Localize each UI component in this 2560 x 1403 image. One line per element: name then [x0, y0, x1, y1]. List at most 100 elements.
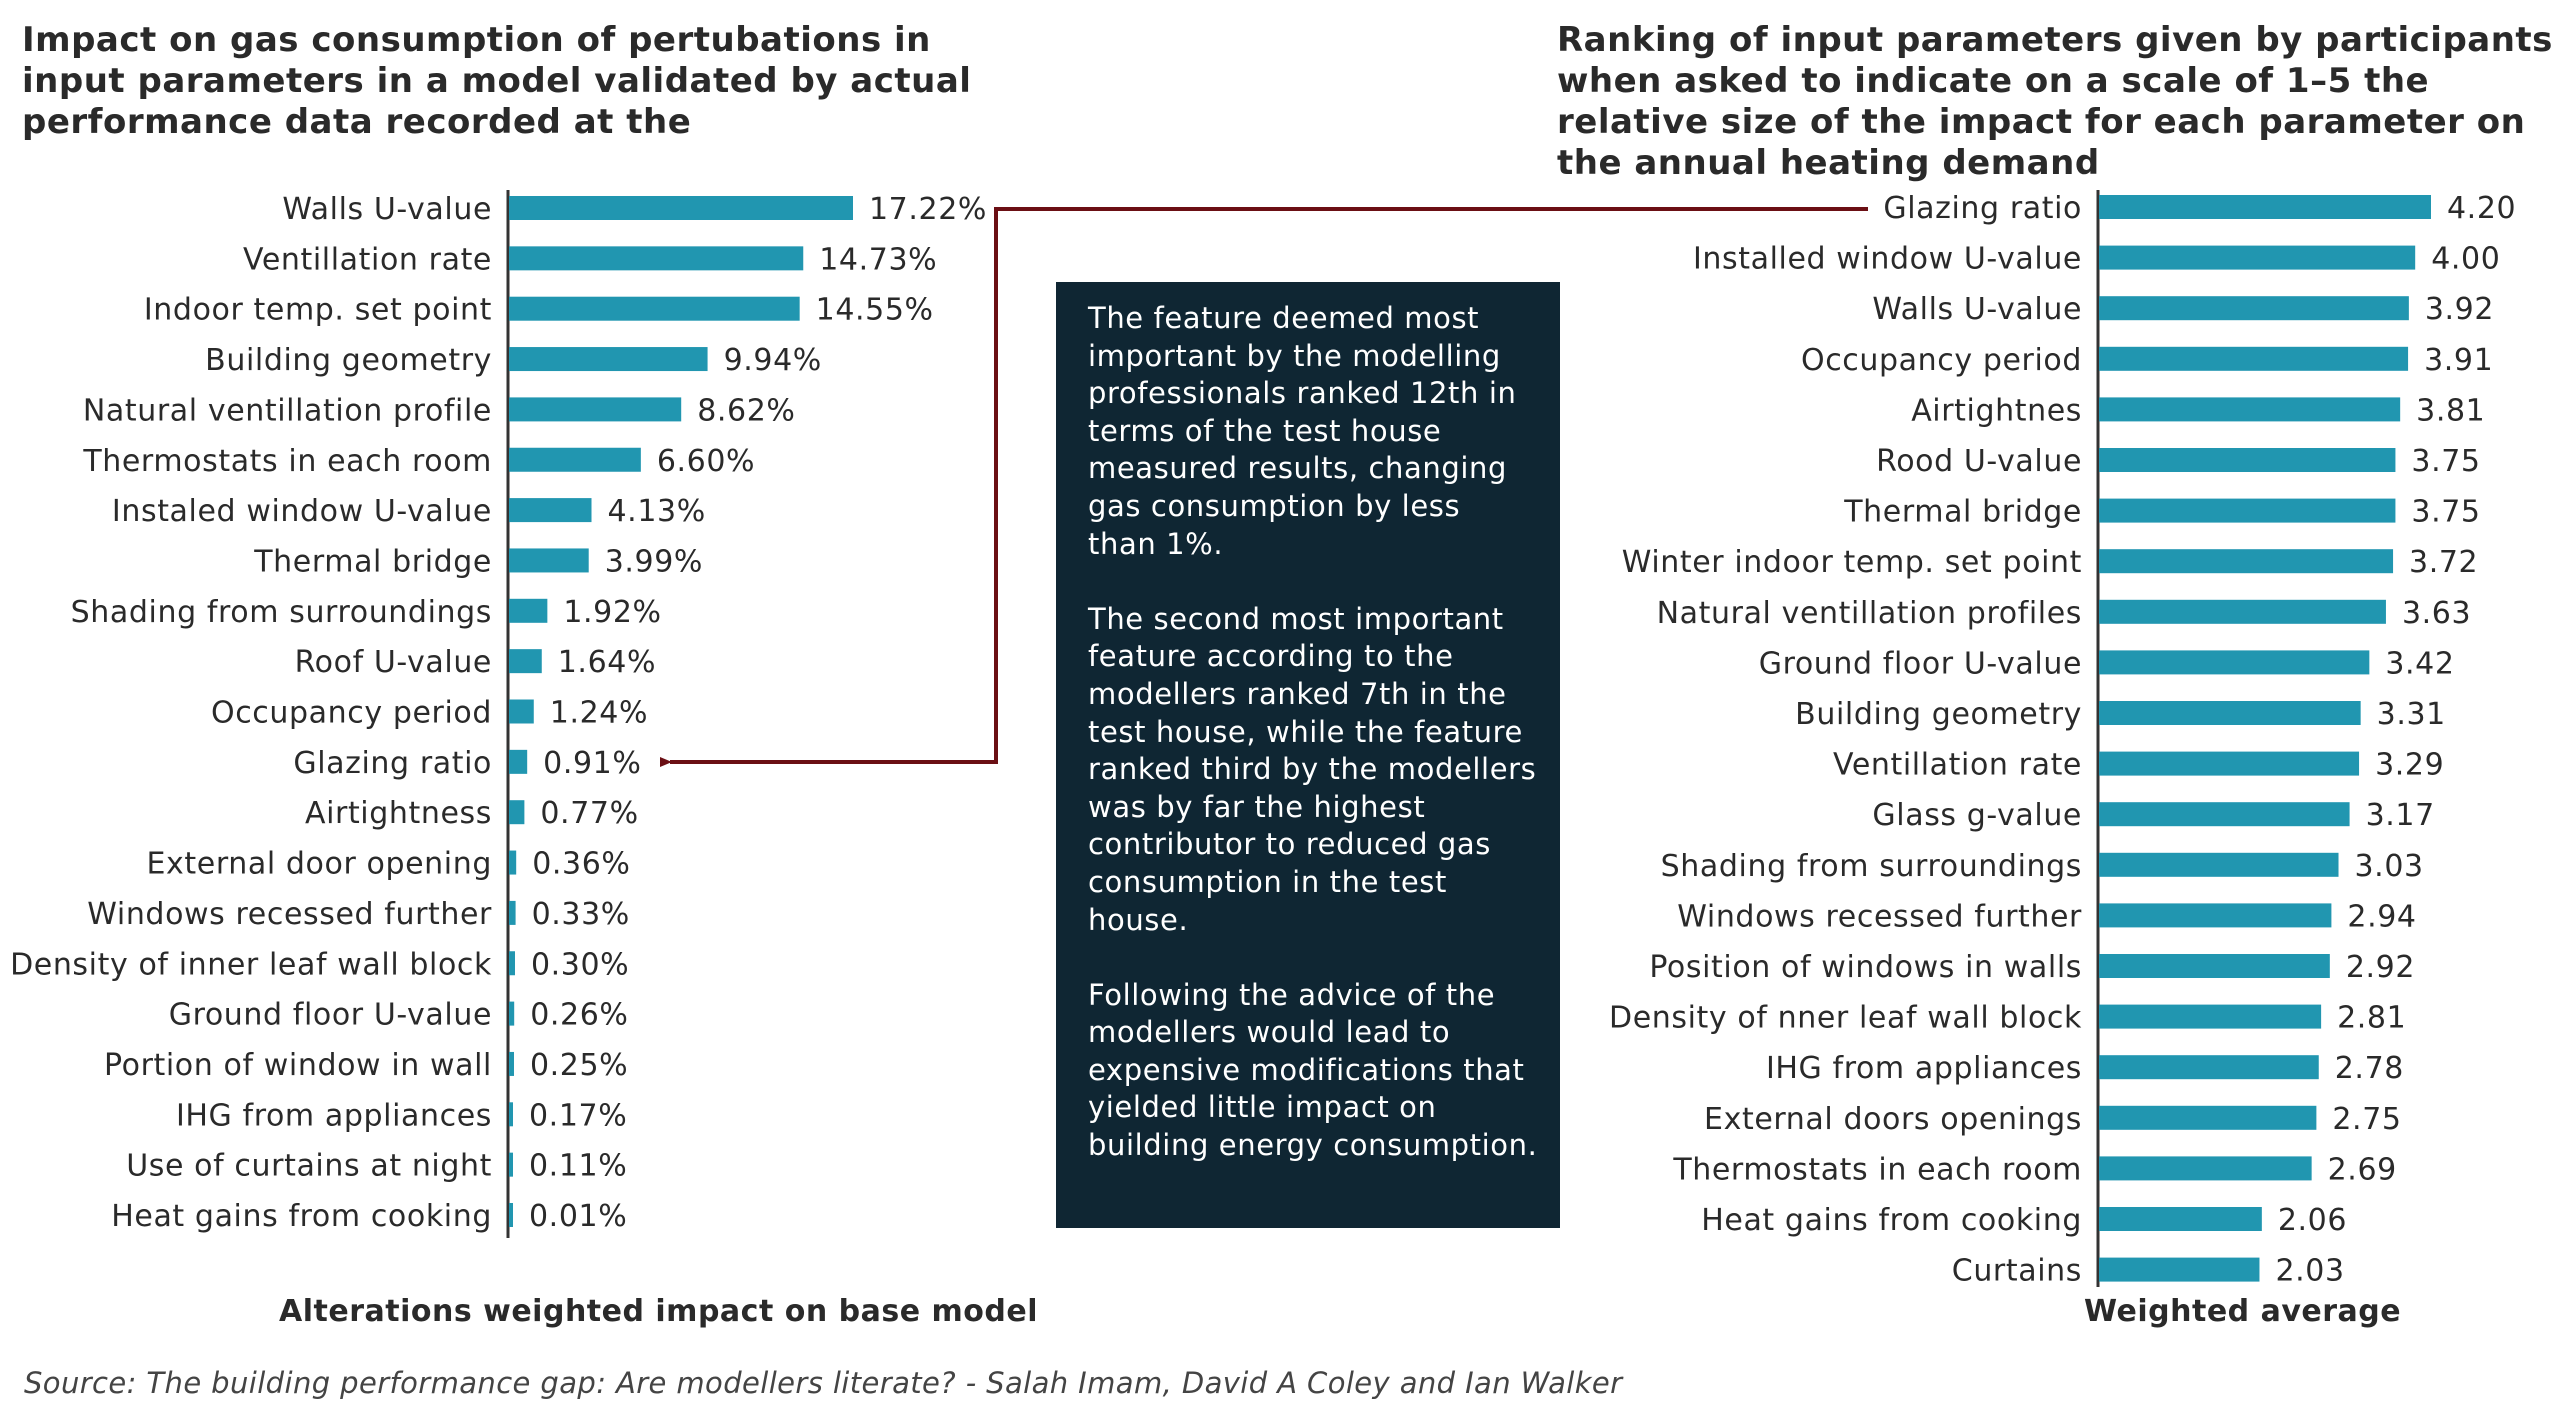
left-category-label: Natural ventillation profile [83, 393, 492, 428]
callout-box: The feature deemed most important by the… [1056, 282, 1560, 1228]
right-bar [2099, 903, 2332, 928]
left-bar [509, 951, 515, 976]
left-data-label: 0.25% [530, 1048, 628, 1083]
right-category-label: Occupancy period [1801, 343, 2082, 378]
right-data-label: 3.91 [2424, 343, 2493, 378]
left-category-label: Windows recessed further [87, 897, 492, 932]
right-bar [2099, 346, 2409, 371]
right-data-label: 4.00 [2431, 242, 2500, 277]
right-category-label: Winter indoor temp. set point [1622, 545, 2082, 580]
right-category-label: Ground floor U-value [1759, 646, 2082, 681]
right-data-label: 2.75 [2332, 1102, 2401, 1137]
right-data-label: 2.94 [2347, 899, 2416, 934]
left-category-label: Roof U-value [295, 645, 492, 680]
left-bar [509, 296, 800, 321]
left-data-label: 0.26% [530, 998, 628, 1033]
right-bar [2099, 751, 2360, 776]
right-category-label: Walls U-value [1872, 292, 2082, 327]
right-data-label: 3.03 [2355, 849, 2424, 884]
left-category-label: Ground floor U-value [169, 998, 492, 1033]
right-bar [2099, 195, 2431, 219]
left-bar [509, 1102, 513, 1127]
left-bar [509, 196, 853, 220]
left-category-label: Thermal bridge [253, 544, 492, 579]
right-data-label: 3.29 [2375, 748, 2444, 783]
left-data-label: 17.22% [869, 192, 987, 227]
right-category-label: Building geometry [1795, 697, 2082, 732]
right-bar [2099, 954, 2330, 978]
right-bar [2099, 296, 2409, 321]
right-data-label: 2.69 [2328, 1152, 2397, 1187]
right-bar [2099, 1004, 2322, 1029]
left-category-label: Shading from surroundings [71, 595, 492, 630]
left-category-label: Indoor temp. set point [144, 293, 492, 328]
left-bar [509, 1203, 513, 1227]
right-category-label: Windows recessed further [1677, 899, 2082, 934]
left-bar [509, 1051, 514, 1076]
left-category-label: Thermostats in each room [82, 444, 492, 479]
left-data-label: 4.13% [608, 494, 706, 529]
left-data-label: 3.99% [605, 544, 703, 579]
right-x-axis-label: Weighted average [2084, 1294, 2402, 1329]
right-category-label: Shading from surroundings [1661, 849, 2082, 884]
left-bar [509, 749, 528, 774]
right-category-label: Ventillation rate [1833, 748, 2082, 783]
right-data-label: 2.03 [2275, 1254, 2344, 1289]
left-bar [509, 649, 542, 674]
left-bar [509, 498, 592, 523]
right-bar [2099, 1105, 2317, 1130]
right-data-label: 3.75 [2411, 444, 2480, 479]
left-x-axis-label: Alterations weighted impact on base mode… [279, 1294, 1038, 1329]
right-category-label: External doors openings [1704, 1102, 2082, 1137]
left-data-label: 0.30% [531, 947, 629, 982]
left-bar [509, 1001, 515, 1026]
left-data-label: 1.92% [563, 595, 661, 630]
right-category-label: Position of windows in walls [1649, 950, 2082, 985]
left-bar [509, 1152, 513, 1177]
right-category-label: Curtains [1952, 1254, 2082, 1289]
right-bar [2099, 650, 2370, 675]
right-bar [2099, 852, 2339, 877]
right-bar [2099, 1257, 2260, 1282]
right-category-label: Glass g-value [1872, 798, 2082, 833]
left-category-label: Building geometry [205, 343, 492, 378]
left-bar-chart: Walls U-value 17.22% Ventillation rate 14.7… [10, 190, 987, 1238]
callout-paragraph-3: Following the advice of the modellers wo… [1088, 977, 1538, 1163]
left-category-label: Walls U-value [282, 192, 492, 227]
source-note: Source: The building performance gap: Ar… [24, 1366, 1623, 1400]
right-bar [2099, 549, 2394, 574]
left-bar [509, 850, 517, 875]
right-category-label: Thermostats in each room [1672, 1152, 2082, 1187]
right-data-label: 3.72 [2409, 545, 2478, 580]
right-category-label: Natural ventillation profiles [1657, 596, 2082, 631]
right-data-label: 3.92 [2425, 292, 2494, 327]
left-category-label: Heat gains from cooking [111, 1199, 492, 1234]
left-data-label: 0.91% [543, 746, 641, 781]
left-data-label: 1.64% [558, 645, 656, 680]
left-bar [509, 598, 548, 623]
left-data-label: 0.01% [529, 1199, 627, 1234]
left-bar [509, 800, 525, 825]
left-data-label: 0.17% [529, 1098, 627, 1133]
left-category-label: Portion of window in wall [104, 1048, 492, 1083]
right-category-label: Density of nner leaf wall block [1609, 1001, 2082, 1036]
right-bar [2099, 701, 2361, 725]
right-bar-chart: Glazing ratio 4.20 Installed window U-valu… [1609, 190, 2516, 1289]
right-data-label: 3.17 [2366, 798, 2435, 833]
left-category-label: Ventillation rate [243, 242, 492, 277]
left-category-label: Use of curtains at night [126, 1149, 492, 1184]
left-bar [509, 347, 708, 372]
right-bar [2099, 599, 2386, 624]
right-bar [2099, 245, 2416, 270]
left-chart-title: Impact on gas consumption of pertubation… [22, 20, 972, 142]
left-category-label: Density of inner leaf wall block [10, 947, 492, 982]
left-category-label: Occupancy period [211, 696, 492, 731]
left-bar [509, 397, 682, 422]
right-bar [2099, 1055, 2319, 1080]
left-data-label: 0.36% [532, 847, 630, 882]
left-category-label: Glazing ratio [293, 746, 492, 781]
right-data-label: 3.75 [2411, 495, 2480, 530]
left-category-label: Airtightness [305, 796, 492, 831]
